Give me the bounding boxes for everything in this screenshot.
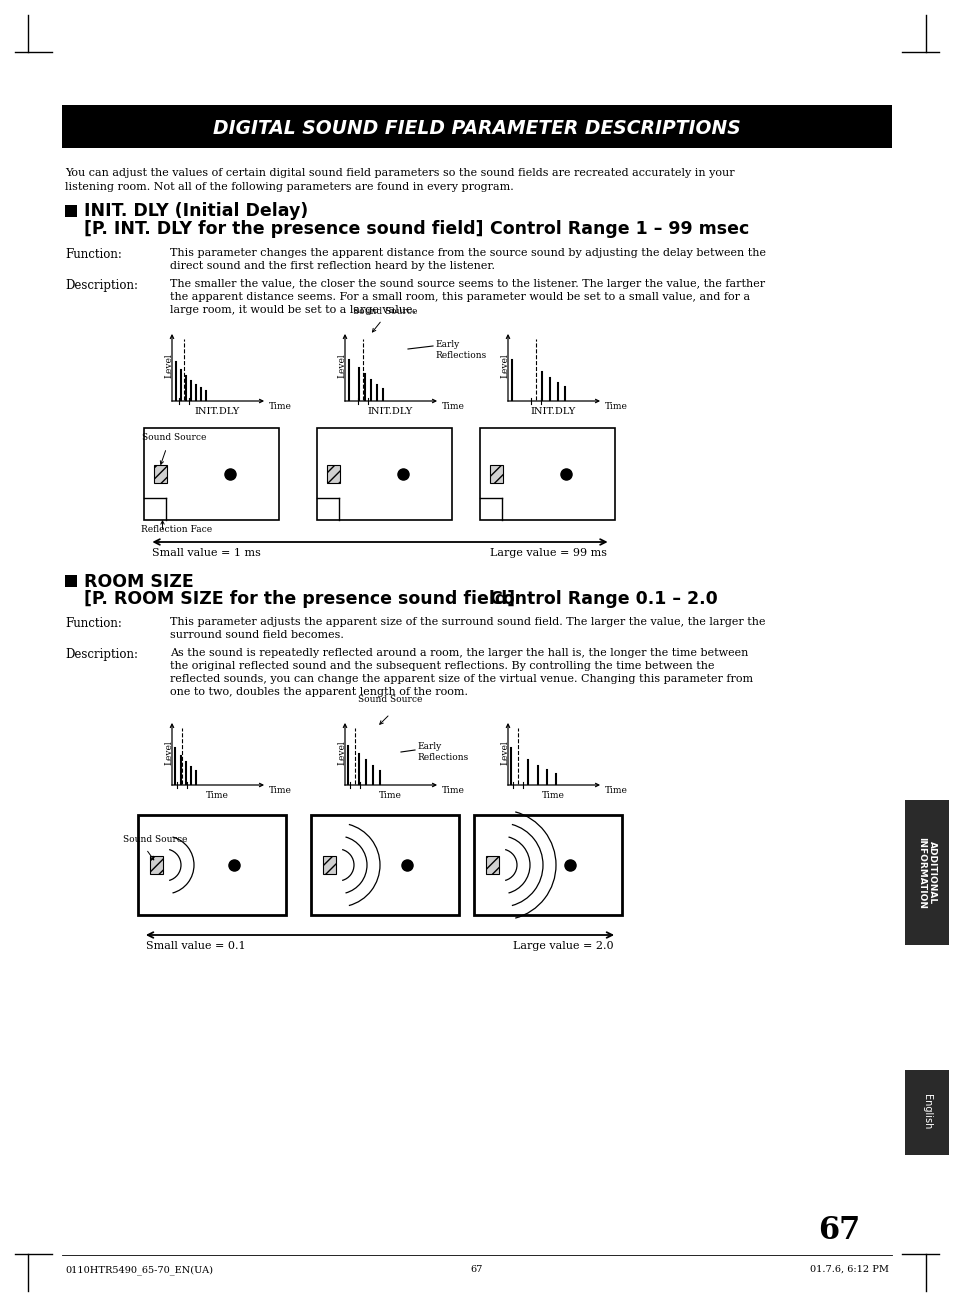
Bar	[323, 855, 335, 874]
Text: Time: Time	[604, 402, 627, 411]
Bar	[144, 428, 279, 520]
Text: [P. INT. DLY for the presence sound field]: [P. INT. DLY for the presence sound fiel…	[84, 219, 483, 238]
Text: the apparent distance seems. For a small room, this parameter would be set to a : the apparent distance seems. For a small…	[170, 293, 749, 302]
Text: direct sound and the first reflection heard by the listener.: direct sound and the first reflection he…	[170, 261, 495, 272]
Bar	[904, 1070, 948, 1155]
Text: You can adjust the values of certain digital sound field parameters so the sound: You can adjust the values of certain dig…	[65, 168, 734, 178]
Text: Large value = 2.0: Large value = 2.0	[513, 942, 614, 951]
Text: Early: Early	[416, 742, 441, 751]
Text: Reflections: Reflections	[435, 351, 486, 360]
Text: Level: Level	[337, 741, 346, 765]
Text: INIT. DLY (Initial Delay): INIT. DLY (Initial Delay)	[84, 202, 308, 219]
Text: Reflection Face: Reflection Face	[141, 525, 213, 534]
Text: reflected sounds, you can change the apparent size of the virtual venue. Changin: reflected sounds, you can change the app…	[170, 674, 752, 684]
Bar	[150, 855, 163, 874]
Text: 67: 67	[817, 1215, 859, 1246]
Text: INIT.DLY: INIT.DLY	[530, 407, 576, 417]
Text: Time: Time	[541, 791, 564, 801]
Text: Early: Early	[435, 340, 458, 349]
Text: Description:: Description:	[65, 648, 138, 661]
Bar	[327, 465, 340, 483]
Bar	[474, 815, 621, 916]
Text: Sound Source: Sound Source	[357, 695, 422, 704]
Text: the original reflected sound and the subsequent reflections. By controlling the : the original reflected sound and the sub…	[170, 661, 714, 671]
Bar	[62, 104, 891, 148]
Text: INIT.DLY: INIT.DLY	[194, 407, 240, 417]
Text: Level: Level	[337, 354, 346, 379]
Text: Time: Time	[441, 402, 464, 411]
Text: Control Range 0.1 – 2.0: Control Range 0.1 – 2.0	[490, 590, 717, 609]
Bar	[904, 801, 948, 946]
Text: Level: Level	[164, 354, 173, 379]
Bar	[317, 428, 452, 520]
Text: English: English	[921, 1094, 931, 1130]
Text: Time: Time	[378, 791, 401, 801]
Text: Level: Level	[500, 354, 509, 379]
Text: As the sound is repeatedly reflected around a room, the larger the hall is, the : As the sound is repeatedly reflected aro…	[170, 648, 747, 658]
Text: Sound Source: Sound Source	[142, 434, 207, 441]
Text: Function:: Function:	[65, 248, 122, 261]
Text: Sound Source: Sound Source	[123, 835, 187, 844]
Text: The smaller the value, the closer the sound source seems to the listener. The la: The smaller the value, the closer the so…	[170, 279, 764, 289]
Text: 01.7.6, 6:12 PM: 01.7.6, 6:12 PM	[809, 1266, 888, 1273]
Text: 0110HTR5490_65-70_EN(UA): 0110HTR5490_65-70_EN(UA)	[65, 1266, 213, 1275]
Text: This parameter changes the apparent distance from the source sound by adjusting : This parameter changes the apparent dist…	[170, 248, 765, 259]
Text: Level: Level	[500, 741, 509, 765]
Text: INIT.DLY: INIT.DLY	[368, 407, 413, 417]
Text: Reflections: Reflections	[416, 754, 468, 761]
Bar	[485, 855, 498, 874]
Text: Control Range 1 – 99 msec: Control Range 1 – 99 msec	[490, 219, 748, 238]
Bar	[480, 428, 615, 520]
Text: ADDITIONAL
INFORMATION: ADDITIONAL INFORMATION	[916, 837, 936, 909]
Bar	[65, 575, 77, 586]
Text: This parameter adjusts the apparent size of the surround sound field. The larger: This parameter adjusts the apparent size…	[170, 616, 764, 627]
Text: listening room. Not all of the following parameters are found in every program.: listening room. Not all of the following…	[65, 182, 514, 192]
Text: DIGITAL SOUND FIELD PARAMETER DESCRIPTIONS: DIGITAL SOUND FIELD PARAMETER DESCRIPTIO…	[213, 119, 740, 137]
Text: Description:: Description:	[65, 279, 138, 293]
Text: Large value = 99 ms: Large value = 99 ms	[490, 549, 607, 558]
Text: one to two, doubles the apparent length of the room.: one to two, doubles the apparent length …	[170, 687, 468, 697]
Bar	[311, 815, 458, 916]
Bar	[138, 815, 286, 916]
Text: Small value = 1 ms: Small value = 1 ms	[152, 549, 261, 558]
Text: ROOM SIZE: ROOM SIZE	[84, 573, 193, 592]
Text: surround sound field becomes.: surround sound field becomes.	[170, 629, 343, 640]
Text: Sound Source: Sound Source	[353, 307, 416, 316]
Text: Time: Time	[441, 786, 464, 795]
Text: Time: Time	[206, 791, 229, 801]
Text: Time: Time	[269, 786, 292, 795]
Text: [P. ROOM SIZE for the presence sound field]: [P. ROOM SIZE for the presence sound fie…	[84, 590, 515, 609]
Text: Function:: Function:	[65, 616, 122, 629]
Bar	[65, 205, 77, 217]
Text: Time: Time	[604, 786, 627, 795]
Bar	[490, 465, 503, 483]
Text: large room, it would be set to a large value.: large room, it would be set to a large v…	[170, 306, 416, 315]
Text: Level: Level	[164, 741, 173, 765]
Text: 67: 67	[471, 1266, 482, 1273]
Text: Small value = 0.1: Small value = 0.1	[146, 942, 245, 951]
Bar	[154, 465, 168, 483]
Text: Time: Time	[269, 402, 292, 411]
